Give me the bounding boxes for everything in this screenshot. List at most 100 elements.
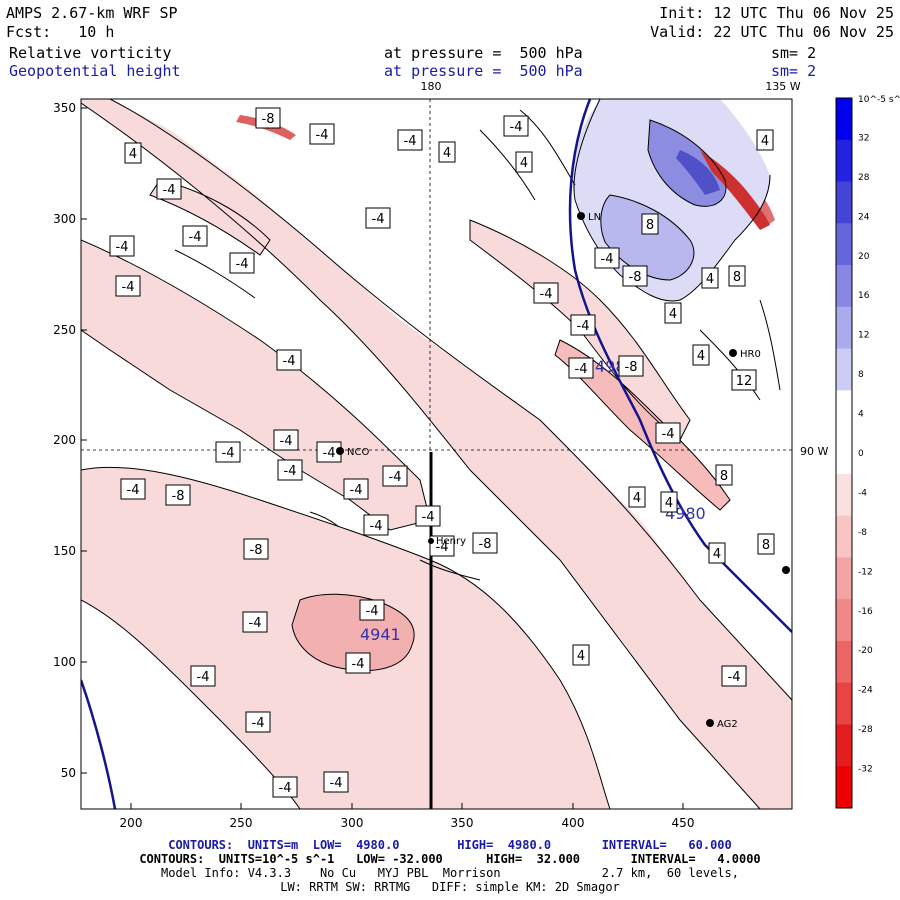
colorbar-swatch: [836, 390, 852, 433]
vorticity-label-box: [628, 486, 646, 508]
field2-smoothing: sm= 2: [771, 62, 817, 80]
height-contour-4980: [568, 99, 792, 633]
vorticity-label-box: [721, 665, 747, 687]
vorticity-label: -4: [601, 252, 614, 267]
vorticity-label: -4: [236, 257, 249, 272]
vorticity-label: -4: [540, 287, 553, 302]
vorticity-label: -4: [197, 670, 210, 685]
height-contour-west: [81, 679, 117, 809]
vorticity-label-box: [618, 355, 644, 377]
vorticity-label: 4: [520, 156, 528, 171]
vorticity-label: -4: [116, 240, 129, 255]
vorticity-label: -4: [350, 483, 363, 498]
vorticity-label-box: [190, 665, 216, 687]
colorbar-swatch: [836, 139, 852, 183]
vorticity-label-box: [622, 265, 648, 287]
vorticity-label-box: [415, 505, 441, 527]
station-henry-marker[interactable]: [428, 538, 434, 544]
station-edge-marker[interactable]: [782, 566, 790, 574]
colorbar-label: 20: [858, 252, 870, 262]
vorticity-label-box: [568, 357, 594, 379]
vorticity-label-box: [515, 151, 533, 173]
colorbar-label: -4: [858, 488, 867, 498]
field2-name: Geopotential height: [9, 62, 181, 80]
field1-smoothing: sm= 2: [771, 44, 817, 62]
vorticity-label: -4: [280, 434, 293, 449]
height-contours: [81, 99, 792, 809]
station-ag2-label: AG2: [717, 719, 738, 730]
vorticity-labels: -8-4 -444-4-4-4-4-4-4-4-4-4 -4-4 -4-4-4 -8-4…: [109, 107, 775, 798]
vorticity-label: -4: [436, 540, 449, 555]
vorticity-label-box: [323, 771, 349, 793]
field1-level: at pressure = 500 hPa: [384, 44, 583, 62]
plot-frame: [80, 98, 793, 810]
vorticity-label: 8: [762, 538, 770, 553]
vorticity-label: -4: [252, 716, 265, 731]
vorticity-label: -8: [250, 543, 263, 558]
footer-height-contours: CONTOURS: UNITS=m LOW= 4980.0 HIGH= 4980…: [168, 838, 732, 852]
vorticity-label: -4: [222, 446, 235, 461]
vorticity-label: -4: [728, 670, 741, 685]
vorticity-label-box: [359, 599, 385, 621]
pos-region-4: [676, 150, 720, 195]
valid-time: Valid: 22 UTC Thu 06 Nov 25: [650, 23, 894, 41]
colorbar-label: -20: [858, 646, 873, 656]
vorticity-label: -8: [625, 360, 638, 375]
vorticity-label: -4: [249, 616, 262, 631]
station-ln-marker[interactable]: [577, 212, 585, 220]
colorbar-label: 28: [858, 173, 870, 183]
colorbar-swatch: [836, 515, 852, 558]
vorticity-label: 4: [669, 307, 677, 322]
y-tick-label: 150: [53, 544, 76, 558]
vorticity-label-box: [708, 542, 726, 564]
vorticity-label: -4: [404, 134, 417, 149]
colorbar-unit: 10^-5 s^-1: [858, 95, 900, 105]
vorticity-label: -4: [577, 319, 590, 334]
vorticity-label: -8: [479, 537, 492, 552]
x-tick-label: 200: [120, 816, 143, 830]
vorticity-label: 4: [443, 146, 451, 161]
vorticity-label-box: [715, 464, 733, 486]
vorticity-label-box: [429, 535, 455, 557]
y-tick-label: 250: [53, 323, 76, 337]
colorbar-swatch: [836, 181, 852, 224]
colorbar-swatch: [836, 557, 852, 600]
colorbar-swatch: [836, 599, 852, 642]
station-ag2-marker[interactable]: [706, 719, 714, 727]
vorticity-label-box: [756, 129, 774, 151]
colorbar-swatch: [836, 306, 852, 350]
vorticity-label: 4: [665, 496, 673, 511]
station-nco-marker[interactable]: [336, 447, 344, 455]
station-hr0-marker[interactable]: [729, 349, 737, 357]
station-nco-label: NCO: [347, 447, 369, 458]
colorbar-label: -8: [858, 528, 867, 538]
axis-ticks: 200 250 300 350 400 450 350 300 250 200 150 100 50: [53, 101, 694, 830]
vorticity-label-box: [165, 484, 191, 506]
y-tick-label: 50: [61, 766, 76, 780]
vorticity-label: -4: [422, 510, 435, 525]
vorticity-label: 8: [720, 469, 728, 484]
colorbar-swatch: [836, 223, 852, 266]
vorticity-label-box: [156, 178, 182, 200]
vorticity-label-box: [438, 141, 456, 163]
x-tick-label: 350: [451, 816, 474, 830]
colorbar-label: -28: [858, 725, 873, 735]
footer-vorticity-contours: CONTOURS: UNITS=10^-5 s^-1 LOW= -32.000 …: [139, 852, 761, 866]
vorticity-label-box: [397, 129, 423, 151]
field1-name: Relative vorticity: [9, 44, 172, 62]
height-label-4941: 4941: [360, 625, 401, 644]
field2-level: at pressure = 500 hPa: [384, 62, 583, 80]
vorticity-label: -4: [366, 604, 379, 619]
vorticity-label-box: [245, 711, 271, 733]
vorticity-label-box: [363, 514, 389, 536]
station-ln-label: LN: [588, 212, 601, 223]
vorticity-label: -4: [127, 483, 140, 498]
colorbar-label: 4: [858, 410, 864, 420]
footer-model-info: Model Info: V4.3.3 No Cu MYJ PBL Morriso…: [161, 866, 739, 880]
vorticity-label: -4: [163, 183, 176, 198]
vorticity-label: -4: [283, 354, 296, 369]
vorticity-label-box: [472, 532, 498, 554]
y-tick-label: 300: [53, 212, 76, 226]
vorticity-label-box: [503, 115, 529, 137]
vorticity-label: -4: [279, 781, 292, 796]
